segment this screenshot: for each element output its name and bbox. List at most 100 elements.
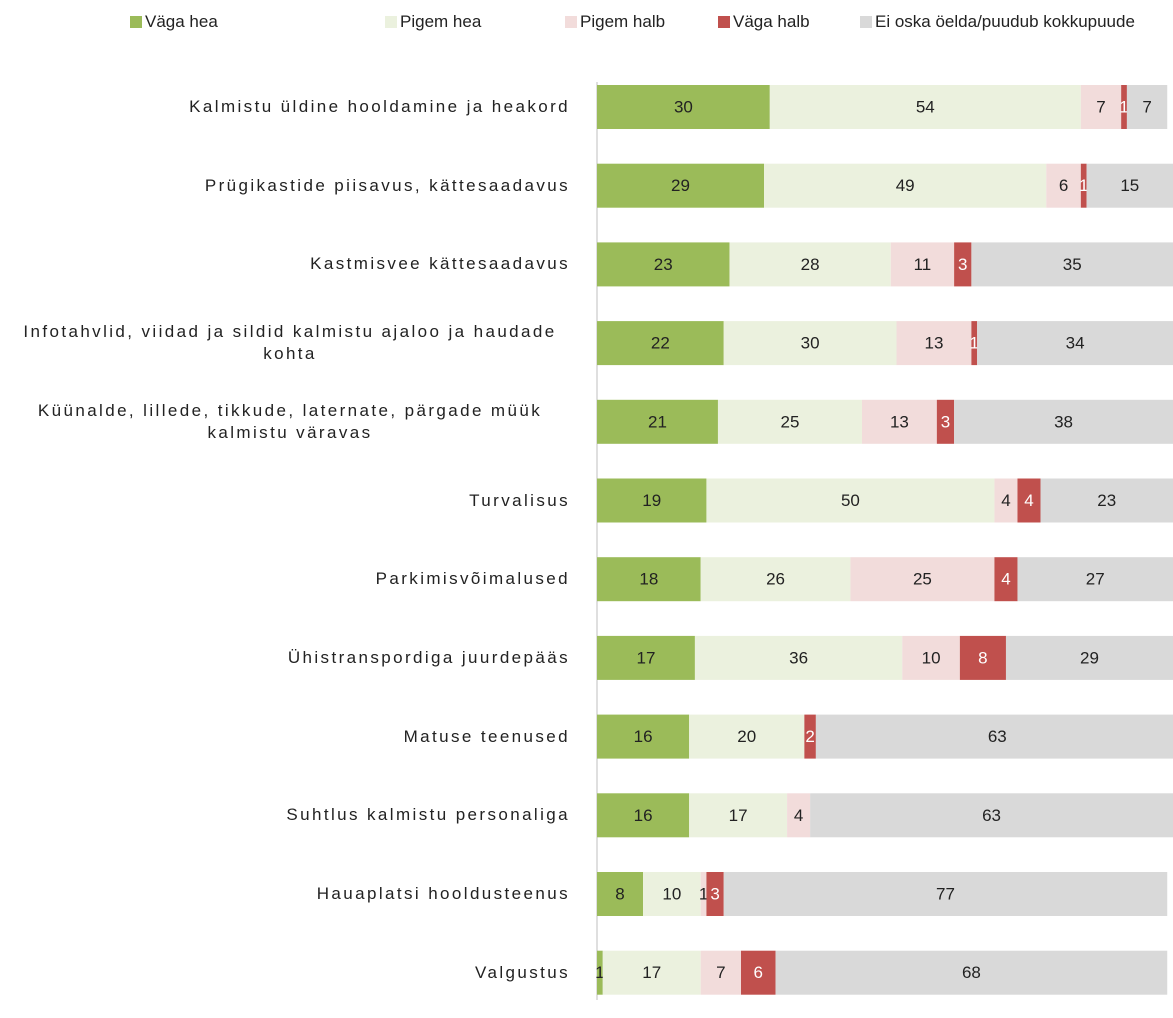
bar-segment: [971, 242, 1173, 287]
category-text: Kastmisvee kättesaadavus: [310, 254, 570, 274]
value-label: 3: [941, 412, 950, 431]
bar-segment: [1080, 163, 1087, 208]
value-label: 29: [671, 176, 690, 195]
value-label: 1: [970, 334, 979, 353]
legend-label: Pigem hea: [400, 12, 482, 31]
value-label: 38: [1054, 412, 1073, 431]
legend-item: Pigem halb: [565, 12, 665, 32]
category-label: Ühistranspordiga juurdepääs: [0, 647, 570, 669]
bar-segment: [1121, 85, 1127, 129]
bar-segment: [994, 557, 1018, 602]
category-text: Matuse teenused: [403, 726, 570, 746]
bar-segment: [597, 793, 690, 838]
legend-swatch: [385, 16, 397, 28]
legend-item: Väga halb: [718, 12, 810, 32]
value-label: 30: [801, 334, 820, 353]
value-label: 8: [615, 884, 624, 903]
bar-segment: [597, 714, 690, 759]
value-label: 17: [636, 648, 655, 667]
value-label: 35: [1063, 255, 1082, 274]
legend-item: Ei oska öelda/puudub kokkupuude: [860, 12, 1135, 32]
category-label: Kalmistu üldine hooldamine ja heakord: [0, 96, 570, 118]
bar-segment: [959, 635, 1006, 680]
bar-segment: [597, 557, 701, 602]
category-text: Hauaplatsi hooldusteenus: [316, 884, 570, 903]
value-label: 68: [962, 963, 981, 982]
category-text: Suhtlus kalmistu personaliga: [286, 805, 570, 825]
bar-segment: [602, 950, 701, 995]
legend-label: Pigem halb: [580, 12, 666, 31]
value-label: 50: [841, 491, 860, 510]
bar-segment: [861, 399, 937, 444]
legend-item: Väga hea: [130, 12, 218, 32]
category-text: Infotahvlid, viidad ja sildid kalmistu a…: [23, 322, 557, 364]
category-text: Küünalde, lillede, tikkude, laternate, p…: [37, 400, 543, 442]
legend-swatch: [718, 16, 730, 28]
value-label: 3: [958, 255, 967, 274]
bar-segment: [597, 399, 718, 444]
value-label: 30: [674, 97, 693, 116]
value-label: 16: [634, 727, 653, 746]
value-label: 4: [1001, 491, 1010, 510]
category-text: Turvalisus: [469, 490, 570, 510]
bar-segment: [643, 872, 701, 916]
category-text: Parkimisvõimalused: [375, 569, 570, 589]
category-text: Prügikastide piisavus, kättesaadavus: [204, 175, 570, 195]
value-label: 63: [988, 727, 1007, 746]
value-label: 23: [1097, 491, 1116, 510]
value-label: 23: [654, 255, 673, 274]
legend-swatch: [565, 16, 577, 28]
value-label: 29: [1080, 648, 1099, 667]
bar-segment: [850, 557, 995, 602]
value-label: 17: [729, 806, 748, 825]
bar-segment: [694, 635, 903, 680]
value-label: 26: [766, 570, 785, 589]
value-label: 10: [662, 884, 681, 903]
legend-swatch: [130, 16, 142, 28]
bar-segment: [896, 321, 972, 366]
value-label: 6: [754, 963, 763, 982]
legend-label: Ei oska öelda/puudub kokkupuude: [875, 12, 1135, 31]
value-label: 27: [1086, 570, 1105, 589]
value-label: 36: [789, 648, 808, 667]
bar-segment: [775, 950, 1168, 995]
bar-segment: [954, 242, 972, 287]
value-label: 7: [716, 963, 725, 982]
value-label: 1: [699, 884, 708, 903]
bar-segment: [729, 242, 891, 287]
value-label: 28: [801, 255, 820, 274]
bar-segment: [717, 399, 862, 444]
value-label: 20: [737, 727, 756, 746]
bar-segment: [741, 950, 776, 995]
value-label: 13: [890, 412, 909, 431]
value-label: 2: [805, 727, 814, 746]
bar-segment: [1017, 557, 1173, 602]
legend-swatch: [860, 16, 872, 28]
bar-segment: [689, 714, 805, 759]
bar-segment: [936, 399, 955, 444]
value-label: 6: [1059, 176, 1068, 195]
bar-segment: [1126, 85, 1168, 129]
bar-segment: [597, 950, 603, 995]
value-label: 22: [651, 334, 670, 353]
bar-segment: [1046, 163, 1081, 208]
bar-segment: [723, 872, 1168, 916]
bar-segment: [810, 793, 1173, 838]
bar-segment: [890, 242, 955, 287]
category-label: Kastmisvee kättesaadavus: [0, 253, 570, 275]
value-label: 49: [896, 176, 915, 195]
bar-segment: [1086, 163, 1173, 208]
category-label: Parkimisvõimalused: [0, 568, 570, 590]
bar-segment: [787, 793, 811, 838]
category-text: Valgustus: [475, 962, 570, 982]
bar-segment: [689, 793, 788, 838]
bar-segment: [597, 242, 730, 287]
bar-segment: [1080, 85, 1122, 129]
bar-segment: [764, 163, 1047, 208]
bar-segment: [977, 321, 1173, 366]
value-label: 4: [1024, 491, 1033, 510]
value-label: 21: [648, 412, 667, 431]
bar-segment: [902, 635, 960, 680]
value-label: 25: [913, 570, 932, 589]
